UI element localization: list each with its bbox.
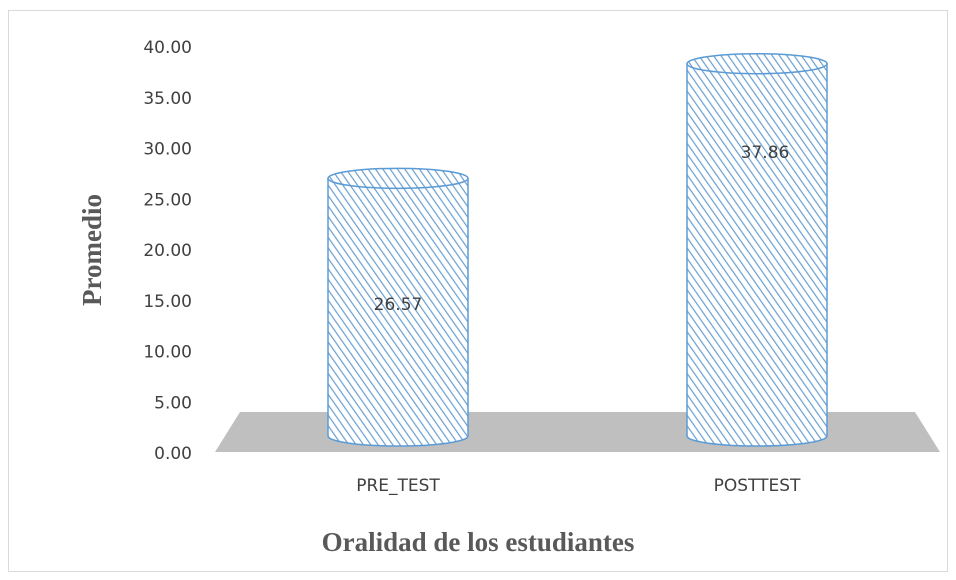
y-tick-label: 30.00	[143, 140, 192, 160]
y-tick-label: 25.00	[143, 190, 192, 210]
bar	[327, 177, 469, 447]
y-tick-label: 10.00	[143, 343, 192, 363]
y-tick-label: 20.00	[143, 241, 192, 261]
y-axis-title: Promedio	[77, 194, 107, 306]
x-tick-label: POSTTEST	[714, 476, 801, 496]
y-tick-label: 40.00	[143, 38, 192, 58]
bar-top	[327, 167, 469, 190]
x-tick-label: PRE_TEST	[356, 476, 440, 496]
y-tick-label: 0.00	[154, 444, 192, 464]
y-tick-label: 5.00	[154, 393, 192, 413]
data-label: 37.86	[741, 143, 790, 163]
floor	[215, 412, 940, 452]
bar-top	[686, 52, 828, 75]
y-tick-label: 35.00	[143, 89, 192, 109]
y-tick-label: 15.00	[143, 292, 192, 312]
bar	[686, 62, 828, 447]
data-label: 26.57	[374, 295, 423, 315]
x-axis-title: Oralidad de los estudiantes	[322, 527, 635, 557]
